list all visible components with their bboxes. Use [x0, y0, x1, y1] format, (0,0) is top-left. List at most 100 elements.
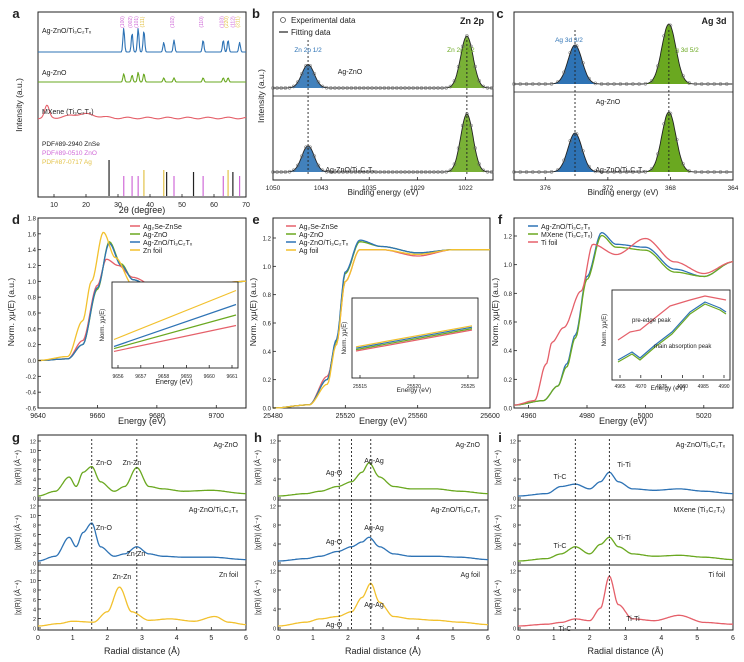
y-axis-label: |χ(R)| (Å⁻⁴)	[253, 580, 262, 615]
y-tick-label: 4	[273, 478, 276, 484]
peak-label: Zn 2p 1/2	[294, 47, 322, 54]
bond-label: Ag-Ag	[364, 525, 384, 532]
data-point	[580, 149, 585, 153]
y-tick-label: 1.8	[28, 217, 37, 223]
inset-annotation: pre-edge peak	[632, 318, 672, 324]
data-point	[452, 162, 457, 167]
fit-area-ag3d52	[514, 24, 733, 84]
data-point	[419, 86, 424, 90]
x-tick-label: 0	[36, 635, 40, 642]
inset-y-label: Norm. χμ(E)	[100, 309, 106, 342]
data-point	[543, 82, 548, 86]
y-axis-label: |χ(R)| (Å⁻⁴)	[493, 580, 502, 615]
y-tick-label: 12	[510, 570, 516, 576]
data-point	[444, 169, 449, 174]
data-point	[612, 170, 616, 174]
y-tick-label: 12	[270, 570, 276, 576]
data-point	[574, 132, 579, 136]
data-point	[370, 86, 374, 90]
data-point	[718, 82, 723, 86]
inset-tick-label: 4975	[656, 384, 667, 390]
data-point	[618, 82, 623, 86]
legend-label: Ag-ZnO/Ti₃C₂Tₓ	[143, 240, 193, 247]
data-point	[275, 86, 279, 90]
row-label: Ti foil	[709, 572, 726, 579]
data-point	[357, 170, 362, 174]
y-tick-label: 0.0	[504, 407, 513, 413]
data-point	[452, 79, 457, 83]
data-point	[386, 170, 391, 174]
x-tick-label: 5	[209, 635, 213, 642]
xrd-curve	[38, 27, 246, 53]
panel-title: Ag 3d	[701, 16, 726, 26]
panel-letter: h	[254, 430, 262, 445]
x-tick-label: 1	[311, 635, 315, 642]
data-point	[643, 169, 648, 174]
legend-label: Ti foil	[541, 240, 558, 247]
x-tick-label: 4	[175, 635, 179, 642]
y-tick-label: 0.6	[504, 321, 513, 327]
fit-envelope	[514, 23, 733, 85]
inset-y-label: Norm. χμ(E)	[602, 314, 608, 347]
data-point	[549, 169, 554, 174]
data-point	[649, 167, 654, 171]
y-tick-label: 12	[30, 440, 36, 446]
panel-f-frame	[513, 217, 734, 409]
data-point	[300, 71, 304, 76]
data-point	[432, 170, 436, 174]
data-point	[304, 145, 308, 150]
data-point	[283, 86, 288, 90]
data-point	[485, 169, 490, 174]
data-point	[316, 163, 321, 168]
y-tick-label: 0	[273, 562, 276, 568]
y-tick-label: -0.2	[26, 375, 37, 381]
fit-area-zn2p32	[273, 36, 493, 88]
ref-label: PDF#89-2940 ZnSe	[42, 141, 100, 148]
row-label: Ag-ZnO/Ti₃C₂Tₓ	[676, 442, 726, 449]
y-tick-label: 4	[273, 608, 276, 614]
data-point	[712, 82, 717, 86]
peak-label: Ag 3d 5/2	[671, 47, 699, 54]
bond-label: Ti-C	[554, 474, 567, 481]
data-point	[345, 86, 350, 90]
data-point	[537, 170, 541, 174]
inset-tick-label: 9661	[226, 374, 237, 380]
inset-curve	[617, 301, 727, 361]
y-tick-label: 1.0	[504, 263, 513, 269]
exafs-curve	[278, 462, 488, 497]
inset-tick-label: 9660	[204, 374, 215, 380]
legend-label: Experimental data	[291, 16, 356, 25]
y-tick-label: 6	[33, 533, 36, 539]
y-axis-label: |χ(R)| (Å⁻⁴)	[493, 515, 502, 550]
peak-label: (220)	[224, 16, 230, 28]
data-point	[580, 61, 585, 65]
data-point	[436, 86, 440, 90]
x-tick-label: 368	[665, 185, 676, 192]
data-point	[427, 86, 432, 90]
data-point	[275, 170, 279, 174]
y-tick-label: 0.4	[263, 350, 272, 356]
bond-label: Ti-Ti	[617, 462, 631, 469]
data-point	[353, 86, 358, 90]
data-point	[361, 86, 366, 90]
data-point	[378, 86, 383, 90]
data-point	[469, 123, 473, 128]
data-point	[481, 168, 486, 173]
data-point	[681, 74, 685, 78]
fit-area-ag3d32	[514, 133, 733, 172]
inset-x-label: Energy (eV)	[397, 387, 432, 394]
x-tick-label: 1043	[314, 185, 329, 192]
data-point	[390, 86, 395, 90]
data-point	[593, 81, 598, 86]
data-point	[574, 44, 579, 48]
row-label: Zn foil	[219, 572, 239, 579]
inset-curve	[355, 328, 473, 351]
exafs-curve	[518, 471, 733, 497]
y-tick-label: 0.0	[263, 407, 272, 413]
panel-letter: f	[498, 212, 503, 227]
inset-tick-label: 25520	[407, 384, 421, 390]
exafs-curve	[38, 465, 246, 497]
inset-tick-label: 4970	[635, 384, 646, 390]
peak-label: Ag 3d 3/2	[555, 37, 583, 44]
data-point	[524, 82, 529, 86]
